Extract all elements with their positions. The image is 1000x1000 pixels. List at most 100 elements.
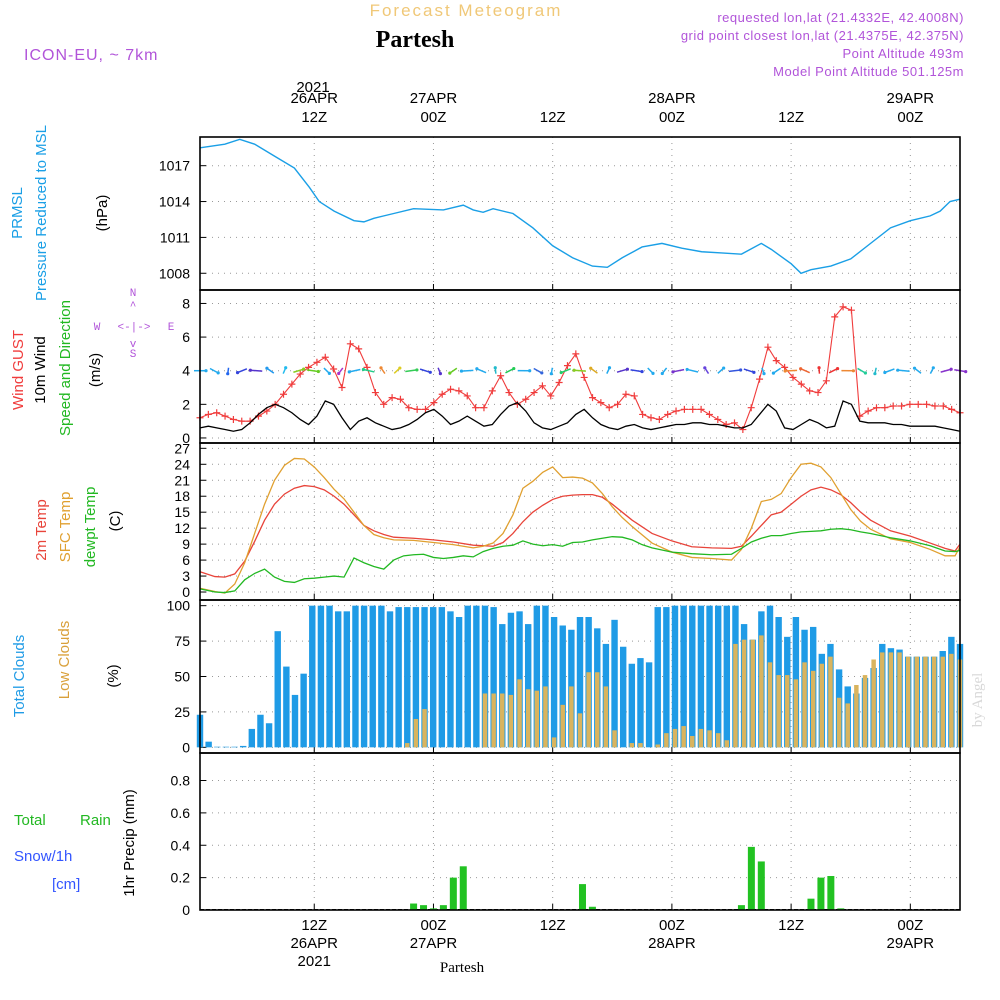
total-cloud-bar bbox=[455, 617, 463, 748]
total-cloud-bar bbox=[283, 666, 290, 748]
temp-label-dewpt: dewpt Temp bbox=[82, 487, 99, 568]
panel-frame bbox=[199, 752, 961, 911]
gust-marker bbox=[914, 400, 922, 408]
low-cloud-bar bbox=[759, 635, 764, 748]
gust-marker bbox=[647, 414, 655, 422]
wind-arrow-head bbox=[265, 366, 269, 370]
compass-n: N bbox=[130, 288, 137, 300]
time-label-top: 26APR bbox=[290, 90, 338, 107]
gust-marker bbox=[847, 306, 855, 314]
low-cloud-bar bbox=[690, 736, 695, 748]
wind-arrow-head bbox=[783, 369, 787, 373]
temp-label-unit: (C) bbox=[107, 511, 124, 532]
wind-arrow-head bbox=[771, 371, 776, 375]
low-cloud-bar bbox=[862, 675, 868, 748]
time-label-bottom: 2021 bbox=[298, 953, 331, 970]
compass-cross: <-|-> bbox=[117, 322, 150, 334]
wind-arrow bbox=[630, 369, 643, 373]
y-tick-label: 1014 bbox=[159, 194, 190, 210]
total-cloud-bar bbox=[542, 605, 549, 748]
pressure-labels: PRMSL Pressure Reduced to MSL (hPa) bbox=[9, 125, 111, 301]
time-label-top: 12Z bbox=[540, 109, 566, 126]
precip-bar bbox=[807, 898, 815, 910]
total-cloud-bar bbox=[576, 617, 584, 748]
cloud-label-low: Low Clouds bbox=[56, 621, 73, 699]
wind-arrow-head bbox=[448, 371, 452, 375]
low-cloud-bar bbox=[733, 643, 738, 748]
gust-marker bbox=[572, 350, 580, 358]
total-cloud-bar bbox=[490, 607, 497, 748]
low-cloud-bar bbox=[724, 740, 730, 748]
total-cloud-bar bbox=[663, 607, 670, 748]
precip-bar bbox=[827, 876, 835, 910]
low-cloud-bar bbox=[750, 639, 755, 748]
low-cloud-bar bbox=[802, 662, 807, 748]
low-cloud-bar bbox=[819, 663, 825, 748]
y-tick-label: 0 bbox=[182, 584, 190, 600]
temp-label-2m: 2m Temp bbox=[33, 499, 50, 560]
total-cloud-bar bbox=[550, 617, 558, 748]
wind-arrow-head bbox=[883, 370, 887, 375]
dewpt-line bbox=[199, 528, 961, 594]
total-cloud-bar bbox=[369, 605, 376, 748]
wind-arrow bbox=[672, 368, 685, 373]
total-cloud-bar bbox=[611, 619, 618, 748]
gust-marker bbox=[614, 400, 622, 408]
precip-bar bbox=[449, 877, 457, 910]
gust-marker bbox=[705, 410, 713, 418]
low-cloud-bar bbox=[681, 726, 686, 748]
wind-arrow-head bbox=[459, 369, 464, 373]
low-cloud-bar bbox=[603, 686, 609, 748]
gust-marker bbox=[338, 384, 346, 392]
total-cloud-bar bbox=[438, 607, 446, 748]
wind-arrow bbox=[293, 368, 304, 373]
gust-marker bbox=[288, 380, 296, 388]
wind-arrow bbox=[405, 369, 418, 373]
gust-marker bbox=[396, 395, 404, 403]
wind-arrow-head bbox=[964, 370, 968, 374]
gust-marker bbox=[229, 415, 237, 423]
low-cloud-bar bbox=[810, 670, 816, 748]
precip-bar bbox=[837, 908, 845, 910]
gust-line bbox=[199, 306, 961, 431]
wind-arrow-head bbox=[589, 366, 593, 370]
wind-arrow-head bbox=[216, 371, 220, 375]
gust-marker bbox=[497, 372, 505, 380]
footer-location: Partesh bbox=[440, 960, 485, 976]
low-cloud-bar bbox=[793, 679, 799, 748]
gust-marker bbox=[213, 409, 221, 417]
wind-arrow-head bbox=[660, 371, 664, 376]
gust-marker bbox=[438, 390, 446, 398]
low-cloud-bar bbox=[517, 679, 522, 748]
gust-marker bbox=[864, 407, 872, 415]
precip-bar bbox=[420, 905, 428, 910]
total-cloud-bar bbox=[429, 607, 437, 748]
gust-marker bbox=[538, 382, 546, 390]
precip-bar bbox=[817, 877, 825, 910]
gust-marker bbox=[898, 402, 906, 410]
total-cloud-bar bbox=[265, 723, 273, 748]
wind-arrow-head bbox=[685, 367, 689, 372]
gust-marker bbox=[923, 400, 931, 408]
time-label-top: 12Z bbox=[301, 109, 327, 126]
y-tick-label: 100 bbox=[167, 598, 191, 614]
total-cloud-bar bbox=[412, 607, 420, 748]
gust-marker bbox=[872, 404, 880, 412]
time-label-bottom: 00Z bbox=[421, 917, 447, 934]
y-tick-label: 8 bbox=[182, 295, 190, 311]
gust-marker bbox=[430, 399, 438, 407]
low-cloud-bar bbox=[612, 730, 617, 748]
wind-arrow bbox=[897, 369, 910, 372]
requested-coords: requested lon,lat (21.4332E, 42.4008N) bbox=[717, 10, 964, 25]
clouds-panel: 0 25 50 75 100 bbox=[167, 598, 964, 755]
gust-marker bbox=[388, 394, 396, 402]
low-cloud-bar bbox=[828, 656, 833, 748]
wind-labels: Wind GUST 10m Wind Speed and Direction (… bbox=[10, 288, 175, 436]
time-label-bottom: 00Z bbox=[897, 917, 923, 934]
wind-arrow-head bbox=[549, 372, 553, 376]
point-altitude: Point Altitude 493m bbox=[842, 46, 964, 61]
gust-marker bbox=[405, 404, 413, 412]
low-cloud-bar bbox=[569, 686, 574, 748]
y-tick-label: 1011 bbox=[160, 229, 190, 245]
panel-frame bbox=[199, 136, 961, 291]
